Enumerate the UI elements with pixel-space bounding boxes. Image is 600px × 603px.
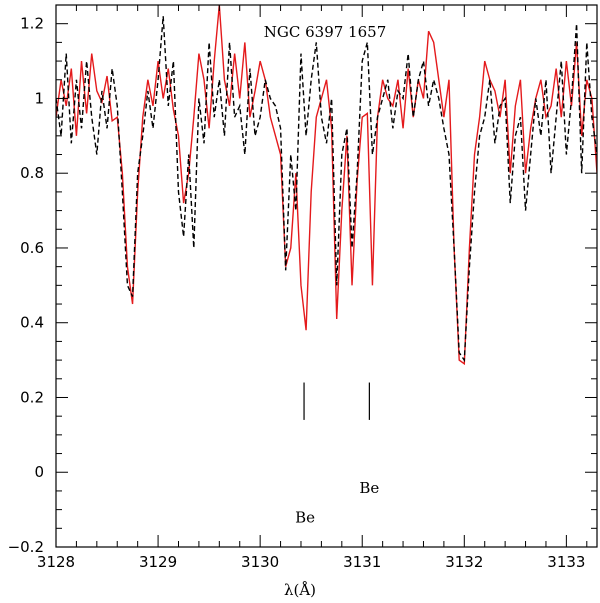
x-tick-label: 3132 [445,553,483,571]
series-layer [56,5,597,366]
y-tick-label: 0.8 [20,164,44,182]
annotation-layer: Be Be [295,382,379,527]
y-tick-label: 0.4 [20,314,44,332]
plot-border [55,4,598,548]
x-tick-label: 3131 [343,553,381,571]
axis-layer: 3128 3129 3130 3131 3132 3133 −0.2 0 0.2 0.4 0.6 0.… [8,4,598,571]
y-tick-label: 0.6 [20,239,44,257]
x-tick-label: 3129 [139,553,177,571]
y-tick-label: 1 [34,89,44,107]
chart-title: NGC 6397 1657 [264,23,386,41]
be-annotation-label: Be [295,509,315,527]
series-line-dashed [56,16,597,363]
x-tick-label: 3128 [37,553,75,571]
y-tick-label: 0 [34,463,44,481]
y-tick-label: −0.2 [8,538,44,556]
series-line-solid [56,5,597,366]
x-axis-label: λ(Å) [284,581,316,599]
x-tick-label: 3133 [547,553,585,571]
y-tick-label: 1.2 [20,15,44,33]
y-tick-label: 0.2 [20,388,44,406]
x-tick-label: 3130 [241,553,279,571]
be-annotation-label: Be [359,479,379,497]
